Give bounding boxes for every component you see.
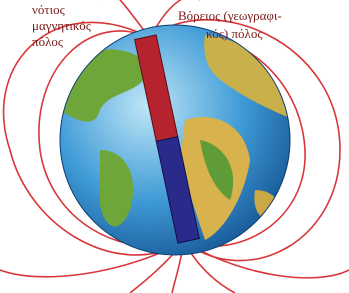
diagram: νότιος μαγνητικός πόλος Βόρειος (γεωγραφ… (0, 0, 349, 293)
label-line: νότιος (32, 2, 66, 17)
label-line: πόλος (32, 34, 64, 49)
label-line: μαγνητικός (32, 18, 92, 33)
label-line: κός) πόλος (206, 26, 263, 41)
label-line: Βόρειος (γεωγραφι- (178, 8, 282, 23)
